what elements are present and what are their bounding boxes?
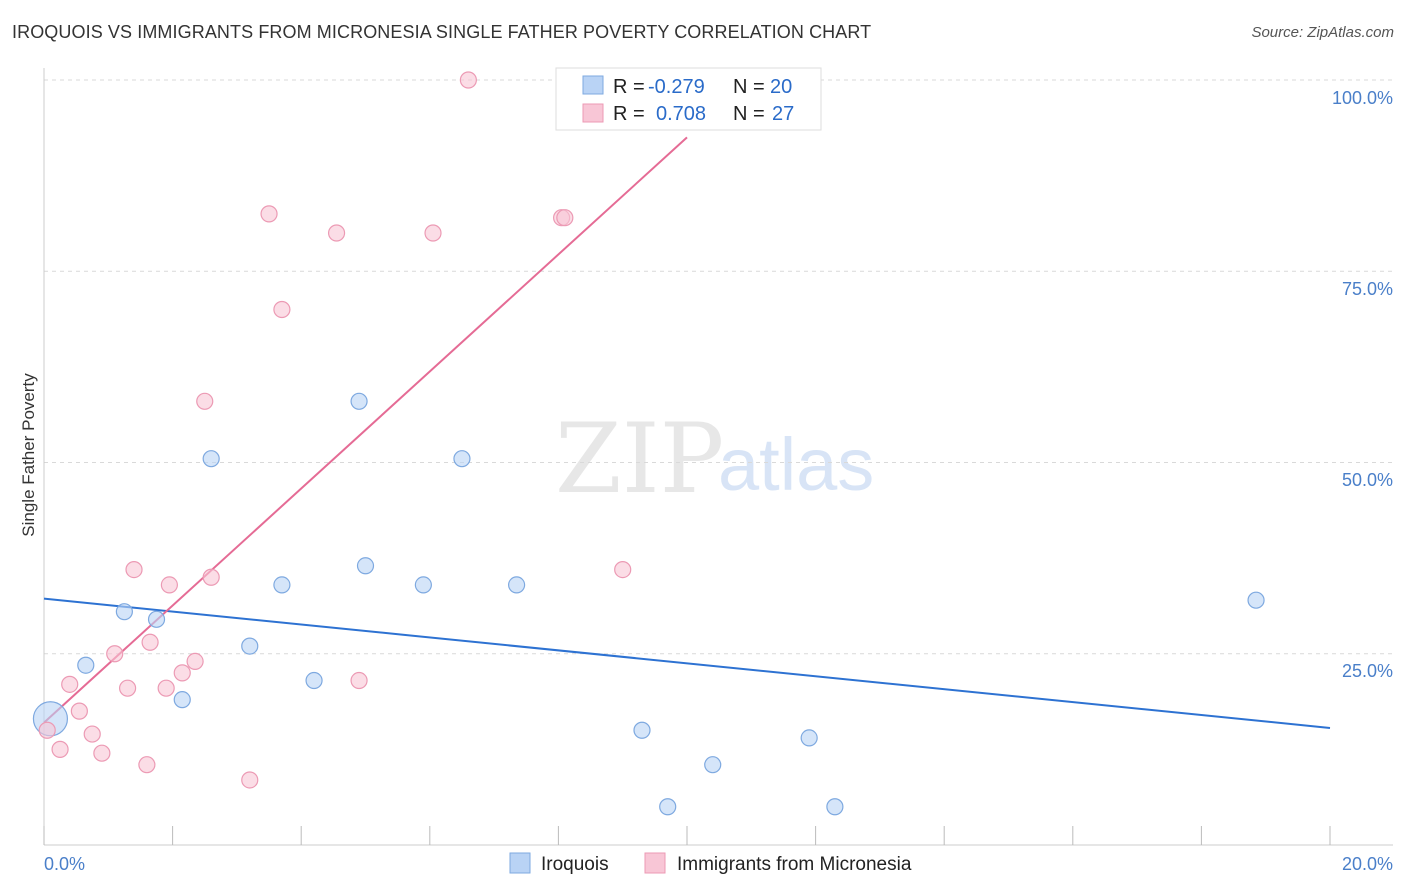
point-micronesia — [138, 756, 156, 774]
point-micronesia — [160, 576, 178, 594]
point-micronesia — [118, 679, 137, 697]
y-tick-label-25: 25.0% — [1342, 661, 1393, 681]
watermark-atlas: atlas — [718, 423, 874, 506]
trend-line-iroquois — [43, 597, 1331, 729]
point-micronesia — [125, 560, 143, 579]
correlation-legend: R = -0.279 N = 20 R = 0.708 N = 27 — [555, 67, 822, 131]
point-iroquois — [202, 450, 220, 468]
point-micronesia — [241, 771, 259, 789]
point-micronesia — [157, 679, 175, 697]
bottom-legend-label-iroquois: Iroquois — [541, 854, 609, 875]
point-iroquois — [633, 721, 651, 739]
point-micronesia — [614, 560, 632, 579]
point-micronesia — [186, 652, 204, 671]
point-micronesia — [93, 744, 111, 762]
y-axis-label: Single Father Poverty — [19, 373, 38, 537]
point-micronesia — [424, 224, 442, 242]
point-iroquois — [414, 576, 432, 594]
point-micronesia — [556, 209, 574, 227]
y-tick-label-75: 75.0% — [1342, 279, 1393, 299]
legend-n-value-iroquois: 20 — [770, 76, 792, 98]
series-legend: Iroquois Immigrants from Micronesia — [509, 852, 912, 875]
point-iroquois — [704, 756, 722, 774]
point-micronesia — [273, 300, 291, 319]
point-iroquois — [356, 557, 375, 575]
point-iroquois — [305, 671, 323, 690]
point-iroquois — [800, 729, 818, 747]
point-micronesia — [70, 702, 88, 720]
point-micronesia — [202, 568, 220, 586]
point-micronesia — [38, 721, 56, 739]
legend-r-label-iroquois: R = — [613, 76, 645, 98]
point-iroquois — [273, 576, 291, 594]
point-micronesia — [51, 740, 69, 758]
point-micronesia — [106, 645, 124, 663]
bottom-legend-swatch-micronesia — [644, 852, 666, 874]
point-micronesia — [459, 71, 477, 89]
watermark-zip: ZIP — [555, 403, 724, 515]
data-points — [32, 71, 1265, 816]
point-micronesia — [327, 224, 346, 242]
legend-swatch-micronesia — [582, 103, 604, 123]
legend-r-value-iroquois: -0.279 — [648, 76, 705, 98]
point-micronesia — [350, 671, 368, 690]
point-micronesia — [260, 205, 278, 223]
chart-title: IROQUOIS VS IMMIGRANTS FROM MICRONESIA S… — [12, 22, 872, 42]
point-micronesia — [173, 664, 191, 682]
x-tick-label-max: 20.0% — [1342, 854, 1393, 874]
legend-r-value-micronesia: 0.708 — [656, 103, 706, 125]
legend-r-label-micronesia: R = — [613, 103, 645, 125]
point-micronesia — [83, 725, 101, 743]
point-iroquois — [1247, 591, 1265, 609]
point-iroquois — [77, 656, 95, 674]
legend-n-value-micronesia: 27 — [772, 103, 794, 125]
x-tick-label-min: 0.0% — [44, 854, 85, 874]
point-iroquois — [508, 576, 526, 594]
point-iroquois — [453, 450, 471, 468]
point-iroquois — [147, 610, 166, 628]
y-tick-label-50: 50.0% — [1342, 470, 1393, 490]
y-tick-label-100: 100.0% — [1332, 88, 1393, 108]
legend-swatch-iroquois — [582, 75, 604, 95]
point-micronesia — [61, 675, 79, 693]
point-micronesia — [141, 633, 159, 651]
bottom-legend-label-micronesia: Immigrants from Micronesia — [677, 854, 912, 875]
legend-n-label-micronesia: N = — [733, 103, 765, 125]
source-label: Source: ZipAtlas.com — [1251, 24, 1394, 41]
legend-n-label-iroquois: N = — [733, 76, 765, 98]
point-iroquois — [350, 392, 368, 410]
point-iroquois — [241, 637, 259, 655]
point-iroquois — [659, 798, 677, 816]
point-iroquois — [115, 603, 133, 621]
point-micronesia — [196, 392, 214, 410]
point-iroquois — [173, 691, 191, 709]
point-iroquois — [826, 798, 844, 816]
bottom-legend-swatch-iroquois — [509, 852, 531, 874]
grid — [44, 79, 1393, 655]
